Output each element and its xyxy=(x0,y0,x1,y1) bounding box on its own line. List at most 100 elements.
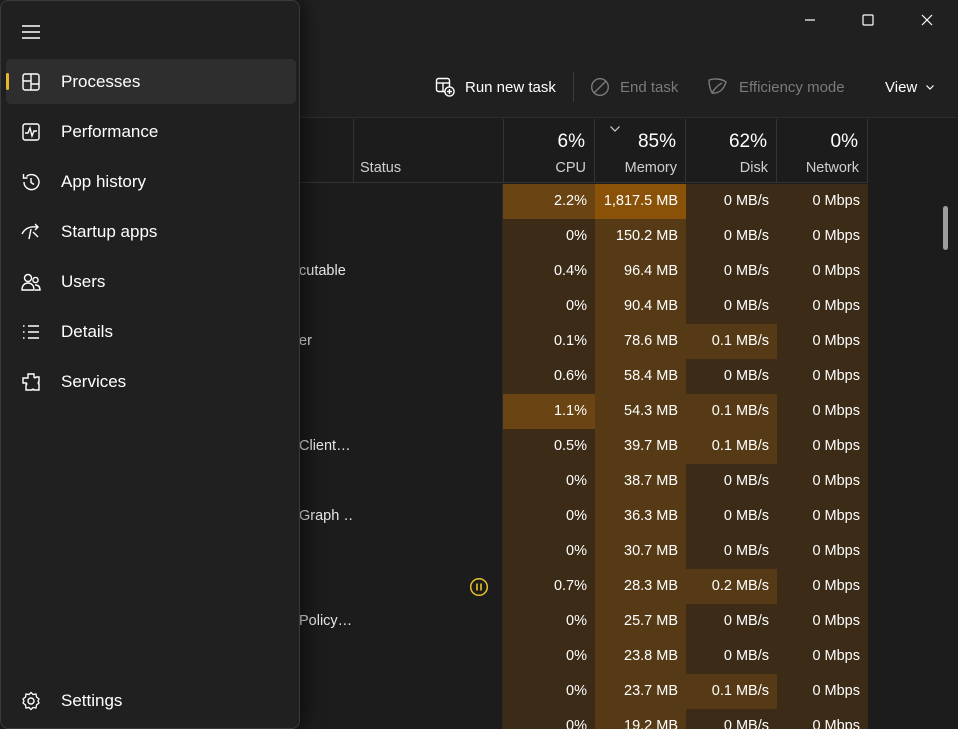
gear-icon xyxy=(22,691,40,711)
nav-label: Performance xyxy=(61,121,159,141)
disk-cell: 0.1 MB/s xyxy=(686,674,777,709)
nav-item-processes[interactable]: Processes xyxy=(6,59,296,104)
nav-item-app-history[interactable]: App history xyxy=(6,159,296,204)
table-row[interactable]: cutable 0.4% 96.4 MB 0 MB/s 0 Mbps xyxy=(0,254,868,289)
memory-cell: 23.8 MB xyxy=(595,639,686,674)
table-row[interactable]: 0% 23.8 MB 0 MB/s 0 Mbps xyxy=(0,639,868,674)
disk-cell: 0 MB/s xyxy=(686,464,777,499)
view-label: View xyxy=(885,78,918,96)
process-name-cell: er xyxy=(299,333,312,349)
status-cell xyxy=(353,219,503,254)
details-icon xyxy=(23,325,39,339)
table-row[interactable]: 0.6% 58.4 MB 0 MB/s 0 Mbps xyxy=(0,359,868,394)
nav-item-services[interactable]: Services xyxy=(6,359,296,404)
column-header-status[interactable]: Status xyxy=(353,119,504,183)
run-new-task-icon xyxy=(435,77,455,97)
table-row[interactable]: er 0.1% 78.6 MB 0.1 MB/s 0 Mbps xyxy=(0,324,868,359)
disk-cell: 0 MB/s xyxy=(686,219,777,254)
status-cell xyxy=(353,639,503,674)
memory-total-percent: 85% xyxy=(637,131,676,152)
cpu-cell: 1.1% xyxy=(503,394,595,429)
memory-cell: 39.7 MB xyxy=(595,429,686,464)
process-name-cell: Policy… xyxy=(299,613,353,629)
table-row[interactable]: 0% 90.4 MB 0 MB/s 0 Mbps xyxy=(0,289,868,324)
menu-toggle-button[interactable] xyxy=(13,15,49,49)
network-cell: 0 Mbps xyxy=(777,429,868,464)
table-row[interactable]: 0% 19.2 MB 0 MB/s 0 Mbps xyxy=(0,709,868,729)
close-icon xyxy=(921,14,933,26)
disk-cell: 0 MB/s xyxy=(686,639,777,674)
network-cell: 0 Mbps xyxy=(777,359,868,394)
close-button[interactable] xyxy=(898,0,956,40)
memory-cell: 25.7 MB xyxy=(595,604,686,639)
efficiency-mode-label: Efficiency mode xyxy=(739,78,845,96)
maximize-button[interactable] xyxy=(839,0,897,40)
network-cell: 0 Mbps xyxy=(777,709,868,729)
memory-cell: 150.2 MB xyxy=(595,219,686,254)
cpu-cell: 0.5% xyxy=(503,429,595,464)
nav-item-users[interactable]: Users xyxy=(6,259,296,304)
cpu-cell: 0% xyxy=(503,219,595,254)
cpu-cell: 0% xyxy=(503,674,595,709)
status-cell xyxy=(353,709,503,729)
efficiency-mode-button[interactable]: Efficiency mode xyxy=(707,69,845,105)
memory-cell: 30.7 MB xyxy=(595,534,686,569)
table-row[interactable]: Policy… 0% 25.7 MB 0 MB/s 0 Mbps xyxy=(0,604,868,639)
nav-label: App history xyxy=(61,171,147,191)
network-total-percent: 0% xyxy=(830,131,858,152)
end-task-icon xyxy=(590,77,610,97)
nav-item-startup-apps[interactable]: Startup apps xyxy=(6,209,296,254)
cpu-header-label: CPU xyxy=(555,160,586,176)
end-task-button[interactable]: End task xyxy=(590,69,678,105)
nav-item-settings[interactable]: Settings xyxy=(6,678,296,723)
disk-cell: 0 MB/s xyxy=(686,359,777,394)
network-cell: 0 Mbps xyxy=(777,604,868,639)
nav-item-performance[interactable]: Performance xyxy=(6,109,296,154)
table-row[interactable]: 0% 150.2 MB 0 MB/s 0 Mbps xyxy=(0,219,868,254)
table-row[interactable]: 0% 23.7 MB 0.1 MB/s 0 Mbps xyxy=(0,674,868,709)
disk-cell: 0 MB/s xyxy=(686,184,777,219)
table-row[interactable]: 0% 30.7 MB 0 MB/s 0 Mbps xyxy=(0,534,868,569)
network-cell: 0 Mbps xyxy=(777,569,868,604)
users-icon xyxy=(21,273,41,291)
column-header-cpu[interactable]: 6% CPU xyxy=(503,119,595,183)
run-new-task-button[interactable]: Run new task xyxy=(435,69,556,105)
app-history-icon xyxy=(22,173,40,191)
memory-cell: 38.7 MB xyxy=(595,464,686,499)
efficiency-paused-icon xyxy=(469,577,489,597)
disk-cell: 0 MB/s xyxy=(686,254,777,289)
column-header-network[interactable]: 0% Network xyxy=(777,119,868,183)
nav-label: Details xyxy=(61,321,113,341)
memory-cell: 90.4 MB xyxy=(595,289,686,324)
run-new-task-label: Run new task xyxy=(465,78,556,96)
chevron-down-icon xyxy=(926,85,935,90)
table-row[interactable]: Graph … 0% 36.3 MB 0 MB/s 0 Mbps xyxy=(0,499,868,534)
cpu-cell: 0% xyxy=(503,639,595,674)
scrollbar-thumb[interactable] xyxy=(943,206,948,250)
disk-cell: 0 MB/s xyxy=(686,709,777,729)
disk-header-label: Disk xyxy=(739,160,768,176)
maximize-icon xyxy=(862,14,874,26)
table-row[interactable]: 1.1% 54.3 MB 0.1 MB/s 0 Mbps xyxy=(0,394,868,429)
column-header-disk[interactable]: 62% Disk xyxy=(686,119,777,183)
status-cell xyxy=(353,184,503,219)
processes-icon xyxy=(22,73,40,91)
view-menu-button[interactable]: View xyxy=(885,69,935,105)
disk-cell: 0 MB/s xyxy=(686,604,777,639)
table-row[interactable]: 0.7% 28.3 MB 0.2 MB/s 0 Mbps xyxy=(0,569,868,604)
memory-cell: 96.4 MB xyxy=(595,254,686,289)
table-row[interactable]: Client… 0.5% 39.7 MB 0.1 MB/s 0 Mbps xyxy=(0,429,868,464)
status-cell xyxy=(353,254,503,289)
minimize-button[interactable] xyxy=(781,0,839,40)
table-row[interactable]: 2.2% 1,817.5 MB 0 MB/s 0 Mbps xyxy=(0,184,868,219)
cpu-cell: 0% xyxy=(503,289,595,324)
table-row[interactable]: 0% 38.7 MB 0 MB/s 0 Mbps xyxy=(0,464,868,499)
cpu-cell: 0% xyxy=(503,709,595,729)
process-name-cell: Client… xyxy=(299,438,351,454)
status-cell xyxy=(353,289,503,324)
network-cell: 0 Mbps xyxy=(777,499,868,534)
network-cell: 0 Mbps xyxy=(777,464,868,499)
column-header-memory[interactable]: 85% Memory xyxy=(595,119,686,183)
network-cell: 0 Mbps xyxy=(777,184,868,219)
nav-item-details[interactable]: Details xyxy=(6,309,296,354)
